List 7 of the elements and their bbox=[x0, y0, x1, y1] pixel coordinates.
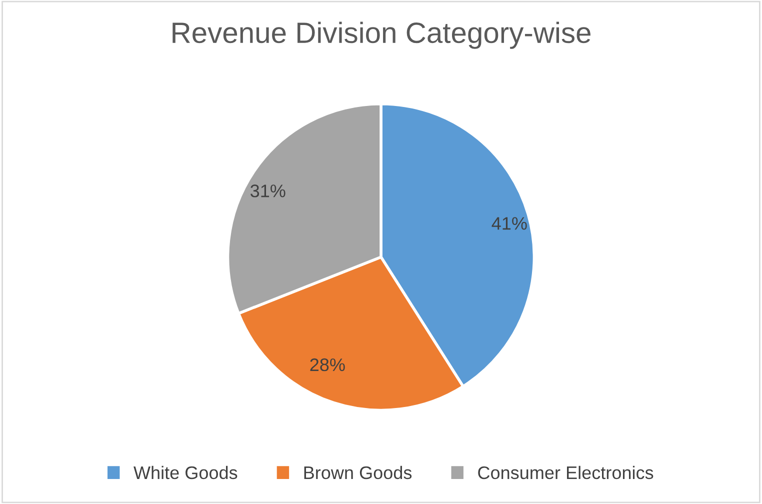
data-label: 41% bbox=[492, 217, 527, 230]
data-label: 31% bbox=[250, 184, 286, 198]
legend-label: Brown Goods bbox=[304, 466, 412, 480]
legend-label: White Goods bbox=[134, 466, 238, 480]
chart-title: Revenue Division Category-wise bbox=[172, 22, 590, 49]
legend-label: Consumer Electronics bbox=[478, 466, 654, 480]
data-label: 28% bbox=[310, 358, 345, 372]
